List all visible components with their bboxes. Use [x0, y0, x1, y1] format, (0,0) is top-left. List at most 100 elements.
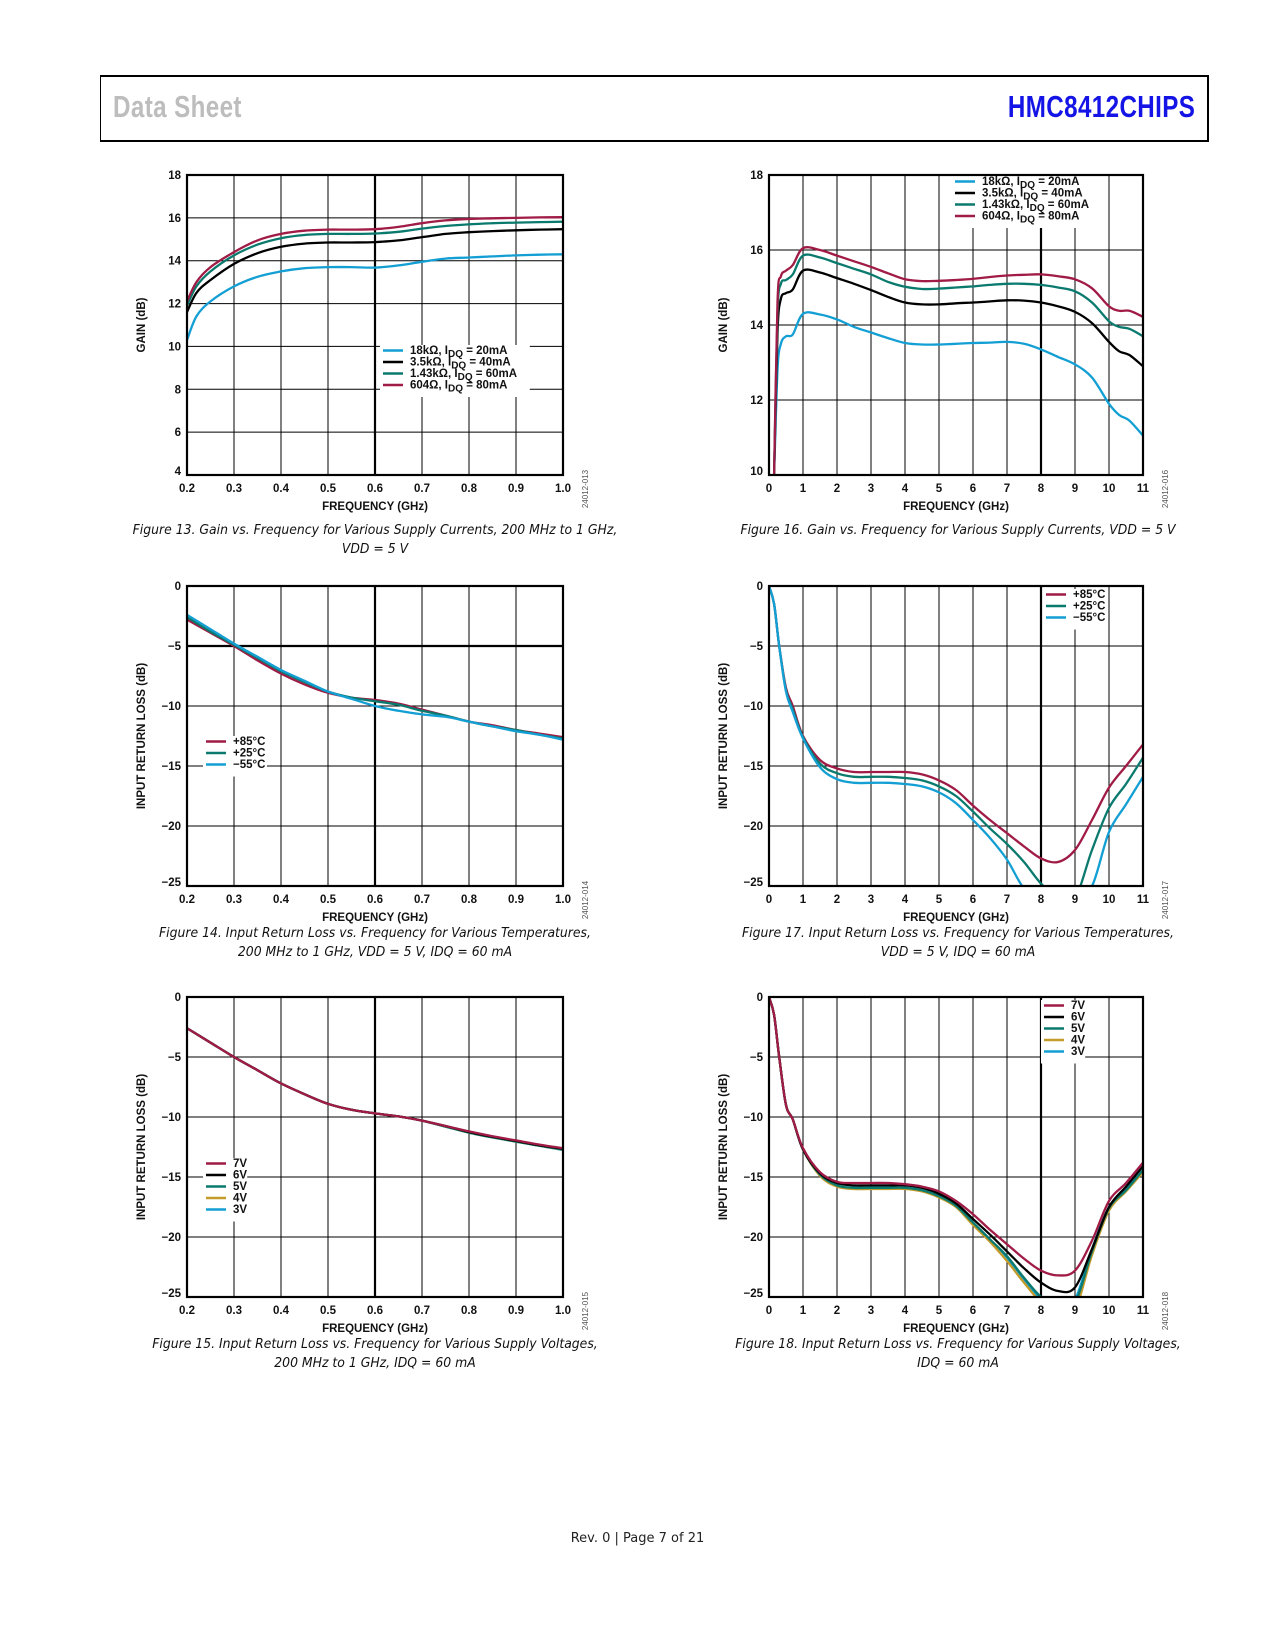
y-tick-label: −15 [161, 1172, 181, 1184]
x-axis-label: FREQUENCY (GHz) [903, 1323, 1009, 1335]
x-tick-label: 0.8 [461, 894, 478, 906]
grid [769, 997, 1143, 1297]
series-line [769, 997, 1143, 1297]
x-tick-label: 0.4 [273, 894, 290, 906]
y-axis-label: GAIN (dB) [718, 297, 730, 352]
y-tick-label: 16 [750, 245, 763, 257]
legend-label: 1.43kΩ, IDQ = 60mA [410, 368, 517, 383]
y-tick-label: 18 [168, 170, 181, 182]
y-tick-label: −5 [168, 1052, 182, 1064]
legend-label: +25°C [233, 748, 265, 760]
page-header: Data Sheet HMC8412CHIPS [100, 75, 1209, 142]
y-tick-label: 12 [168, 299, 181, 311]
series-line [187, 216, 563, 302]
legend-background [1041, 1000, 1086, 1064]
x-tick-label: 11 [1137, 1305, 1150, 1317]
figure-id: 24012-017 [1161, 880, 1170, 919]
caption-fig17: Figure 17. Input Return Loss vs. Frequen… [700, 924, 1215, 962]
x-axis-label: FREQUENCY (GHz) [903, 912, 1009, 924]
legend-label: 7V [233, 1158, 247, 1170]
legend-label: 1.43kΩ, IDQ = 60mA [982, 199, 1089, 214]
series-line [769, 997, 1143, 1277]
y-tick-label: −10 [161, 1112, 181, 1124]
y-tick-label: 16 [168, 213, 181, 225]
x-tick-label: 7 [1004, 1305, 1010, 1317]
series-line [187, 1027, 563, 1151]
legend-background [1043, 589, 1107, 630]
legend-label: 5V [1071, 1023, 1085, 1035]
legend-label: 3.5kΩ, IDQ = 40mA [982, 188, 1083, 203]
header-part-number: HMC8412CHIPS [1007, 89, 1195, 124]
x-tick-label: 0.6 [367, 894, 383, 906]
x-tick-label: 3 [868, 483, 874, 495]
series-line [769, 997, 1143, 1294]
legend-label: 7V [1071, 1000, 1085, 1012]
legend: +85°C+25°C−55°C [203, 736, 267, 777]
caption-fig14: Figure 14. Input Return Loss vs. Frequen… [117, 924, 632, 962]
x-tick-label: 0 [766, 483, 772, 495]
y-tick-label: −10 [743, 701, 763, 713]
y-tick-label: −25 [743, 877, 763, 889]
series-line [187, 253, 563, 341]
caption-line: VDD = 5 V, IDQ = 60 mA [880, 944, 1036, 960]
series-line [769, 586, 1143, 886]
x-tick-label: 0.3 [226, 1305, 242, 1317]
series-line [187, 220, 563, 307]
x-tick-label: 0.2 [179, 483, 195, 495]
caption-line: Figure 13. Gain vs. Frequency for Variou… [132, 522, 618, 538]
x-axis-label: FREQUENCY (GHz) [322, 912, 428, 924]
y-tick-label: −10 [743, 1112, 763, 1124]
x-tick-label: 0.7 [414, 1305, 430, 1317]
x-tick-label: 9 [1072, 894, 1078, 906]
y-tick-label: 0 [175, 992, 181, 1004]
legend-background [203, 736, 267, 777]
x-tick-label: 1.0 [555, 1305, 571, 1317]
x-tick-label: 1.0 [555, 894, 571, 906]
series-group [772, 246, 1143, 475]
header-doc-type: Data Sheet [113, 89, 242, 124]
legend-label: 4V [1071, 1035, 1085, 1047]
legend-label: +25°C [1073, 601, 1105, 613]
plot-frame [767, 173, 1145, 477]
legend-label: 3V [1071, 1046, 1085, 1058]
series-line [187, 1027, 563, 1150]
plot-frame [767, 584, 1145, 888]
y-tick-label: 14 [168, 256, 181, 268]
legend-label: 604Ω, IDQ = 80mA [982, 211, 1079, 226]
figure-id: 24012-014 [581, 880, 590, 919]
x-tick-label: 9 [1072, 1305, 1078, 1317]
legend-label: −55°C [1073, 612, 1105, 624]
x-tick-label: 8 [1038, 1305, 1045, 1317]
x-tick-label: 0.9 [508, 894, 524, 906]
figure-id: 24012-013 [581, 469, 590, 508]
x-tick-label: 0.9 [508, 1305, 524, 1317]
y-tick-label: −5 [750, 641, 764, 653]
y-tick-label: 12 [750, 395, 763, 407]
grid [769, 175, 1143, 475]
x-tick-label: 4 [902, 894, 909, 906]
y-tick-label: −15 [743, 1172, 763, 1184]
figure-id: 24012-016 [1161, 469, 1170, 508]
x-tick-label: 5 [936, 894, 943, 906]
x-tick-label: 0.5 [320, 894, 337, 906]
x-tick-label: 8 [1038, 894, 1045, 906]
x-tick-label: 10 [1103, 1305, 1116, 1317]
x-tick-label: 4 [902, 483, 909, 495]
series-line [187, 616, 563, 740]
series-group [769, 586, 1143, 886]
y-tick-label: −15 [161, 761, 181, 773]
series-line [187, 613, 563, 741]
legend-label: +85°C [1073, 589, 1105, 601]
caption-line: 200 MHz to 1 GHz, IDQ = 60 mA [274, 1355, 476, 1371]
legend: +85°C+25°C−55°C [1043, 589, 1107, 630]
series-line [187, 228, 563, 313]
x-tick-label: 1 [800, 1305, 807, 1317]
x-tick-label: 2 [834, 1305, 840, 1317]
x-tick-label: 0.2 [179, 1305, 195, 1317]
y-axis-label: INPUT RETURN LOSS (dB) [136, 663, 148, 809]
y-tick-label: −25 [161, 877, 181, 889]
